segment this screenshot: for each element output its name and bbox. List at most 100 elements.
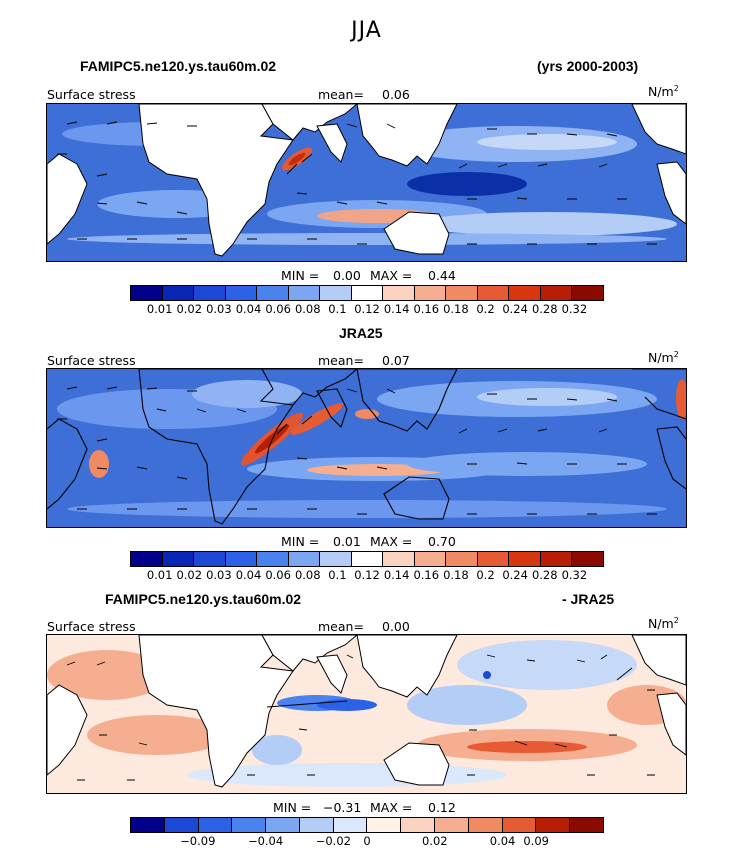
- colorbar-swatch: [194, 552, 226, 566]
- colorbar-tick: 0.04: [235, 568, 262, 582]
- colorbar-tick: −0.02: [315, 834, 351, 848]
- panel1-map-svg: [47, 104, 686, 261]
- colorbar-tick: 0.2: [476, 302, 495, 316]
- colorbar-swatch: [540, 552, 573, 566]
- colorbar-swatch: [162, 286, 195, 300]
- panel3-min-value: −0.31: [323, 800, 362, 815]
- colorbar-tick: 0.06: [265, 302, 291, 316]
- colorbar-swatch: [540, 286, 573, 300]
- colorbar-swatch: [414, 286, 447, 300]
- colorbar-tick: 0.03: [206, 302, 232, 316]
- panel3-map-svg: [47, 635, 686, 793]
- panel2-min-label: MIN =: [281, 534, 320, 549]
- colorbar-swatch: [288, 286, 321, 300]
- colorbar-tick: 0.16: [413, 568, 440, 582]
- panel1-header-right: (yrs 2000-2003): [537, 58, 639, 74]
- colorbar-swatch: [536, 818, 571, 832]
- colorbar-tick: 0.12: [354, 568, 380, 582]
- panel2-map: [46, 368, 687, 528]
- colorbar-swatch: [288, 552, 321, 566]
- panel1-mean-label: mean=: [318, 87, 364, 102]
- panel2-units: N/m2: [648, 350, 679, 366]
- colorbar-swatch: [131, 286, 163, 300]
- panel1-colorbar: [130, 285, 604, 301]
- colorbar-swatch: [198, 818, 233, 832]
- panel1-min-label: MIN =: [281, 268, 320, 283]
- colorbar-tick: 0.02: [176, 302, 203, 316]
- panel3-mean-label: mean=: [318, 619, 364, 634]
- panel3-header-left: FAMIPC5.ne120.ys.tau60m.02: [105, 591, 302, 607]
- panel3-mean-value: 0.00: [382, 619, 410, 634]
- panel2-mean-value: 0.07: [382, 353, 410, 368]
- colorbar-tick: 0.09: [523, 834, 550, 848]
- colorbar-tick: 0: [363, 834, 371, 848]
- colorbar-tick: 0.32: [561, 568, 588, 582]
- colorbar-tick: 0.14: [383, 302, 410, 316]
- panel1-mean-value: 0.06: [382, 87, 410, 102]
- colorbar-tick: 0.01: [146, 302, 173, 316]
- panel2-colorbar-ticks: 0.01 0.02 0.03 0.04 0.06 0.08 0.1 0.12 0…: [130, 568, 604, 582]
- panel3-header-right: - JRA25: [562, 591, 615, 607]
- panel1-header-left: FAMIPC5.ne120.ys.tau60m.02: [80, 58, 277, 74]
- colorbar-swatch: [164, 818, 199, 832]
- colorbar-tick: 0.04: [235, 302, 262, 316]
- panel1-units: N/m2: [648, 84, 679, 100]
- colorbar-tick: −0.09: [180, 834, 216, 848]
- colorbar-swatch: [131, 818, 165, 832]
- colorbar-swatch: [477, 286, 510, 300]
- panel3-colorbar: [130, 817, 604, 833]
- colorbar-swatch: [320, 552, 352, 566]
- colorbar-tick: 0.01: [146, 568, 173, 582]
- colorbar-swatch: [414, 552, 447, 566]
- panel3-max-value: 0.12: [428, 800, 456, 815]
- colorbar-swatch: [446, 286, 478, 300]
- panel3-colorbar-ticks: −0.09 −0.04 −0.02 0 0.02 0.04 0.09: [130, 834, 604, 848]
- colorbar-swatch: [194, 286, 226, 300]
- panel3-min-label: MIN =: [273, 800, 312, 815]
- colorbar-swatch: [351, 286, 384, 300]
- colorbar-tick: 0.06: [265, 568, 291, 582]
- colorbar-tick: 0.03: [206, 568, 232, 582]
- panel2-map-svg: [47, 369, 686, 527]
- panel1-map: [46, 103, 687, 262]
- figure-title: JJA: [351, 18, 382, 43]
- panel3-map: [46, 634, 687, 794]
- colorbar-tick: 0.24: [502, 302, 528, 316]
- colorbar-swatch: [477, 552, 510, 566]
- colorbar-swatch: [333, 818, 368, 832]
- colorbar-tick: 0.24: [502, 568, 528, 582]
- colorbar-swatch: [509, 552, 541, 566]
- colorbar-swatch: [401, 818, 436, 832]
- colorbar-swatch: [320, 286, 352, 300]
- colorbar-swatch: [572, 552, 603, 566]
- panel3-field-label: Surface stress: [47, 619, 136, 634]
- colorbar-swatch: [225, 552, 258, 566]
- colorbar-swatch: [299, 818, 334, 832]
- panel1-max-value: 0.44: [428, 268, 456, 283]
- colorbar-tick: −0.04: [247, 834, 284, 848]
- panel2-max-label: MAX =: [370, 534, 413, 549]
- colorbar-swatch: [225, 286, 258, 300]
- colorbar-swatch: [383, 286, 415, 300]
- colorbar-tick: 0.16: [413, 302, 440, 316]
- colorbar-tick: 0.1: [328, 302, 347, 316]
- panel1-max-label: MAX =: [370, 268, 413, 283]
- colorbar-swatch: [351, 552, 384, 566]
- colorbar-swatch: [162, 552, 195, 566]
- colorbar-tick: 0.18: [443, 568, 469, 582]
- colorbar-swatch: [266, 818, 300, 832]
- panel2-max-value: 0.70: [428, 534, 456, 549]
- panel3-max-label: MAX =: [370, 800, 413, 815]
- colorbar-tick: 0.08: [294, 302, 321, 316]
- panel2-colorbar: [130, 551, 604, 567]
- panel2-mean-label: mean=: [318, 353, 364, 368]
- colorbar-tick: 0.04: [489, 834, 516, 848]
- colorbar-swatch: [367, 818, 402, 832]
- colorbar-swatch: [257, 552, 289, 566]
- panel1-min-value: 0.00: [333, 268, 361, 283]
- colorbar-tick: 0.18: [443, 302, 469, 316]
- colorbar-swatch: [383, 552, 415, 566]
- colorbar-tick: 0.2: [476, 568, 495, 582]
- colorbar-tick: 0.08: [294, 568, 321, 582]
- colorbar-tick: 0.02: [176, 568, 203, 582]
